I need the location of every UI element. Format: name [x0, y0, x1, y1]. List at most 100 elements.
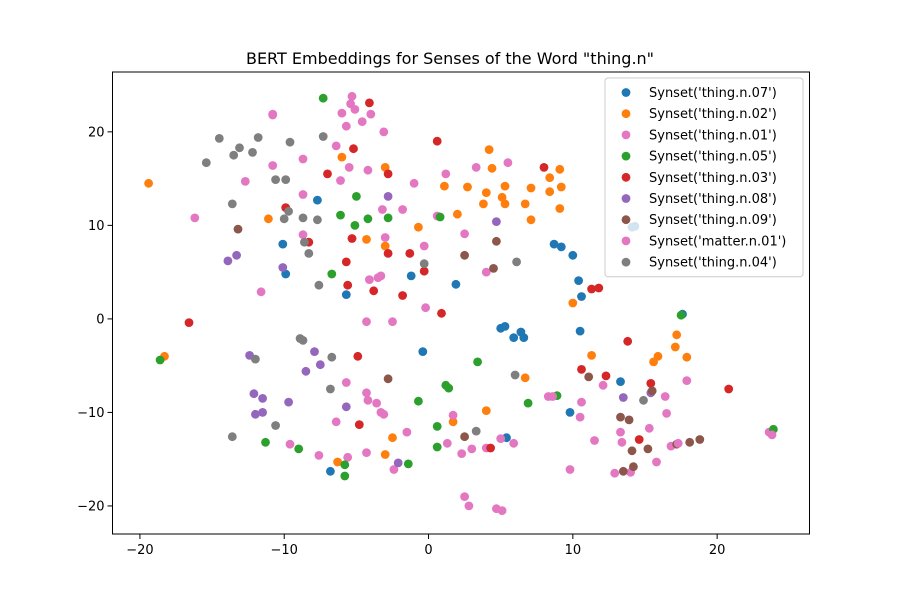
y-tick-label-4: 20: [88, 125, 105, 140]
legend-marker-1: [621, 109, 631, 119]
point-3-20: [523, 398, 533, 408]
point-3-9: [261, 437, 270, 447]
point-5-9: [301, 366, 311, 376]
point-2-8: [336, 176, 345, 185]
legend-marker-4: [621, 172, 631, 182]
point-0-16: [575, 326, 585, 336]
point-1-24: [555, 204, 565, 213]
point-6-1: [383, 374, 393, 384]
chart-title: BERT Embeddings for Senses of the Word "…: [246, 49, 654, 68]
point-4-13: [369, 286, 379, 296]
point-4-23: [601, 371, 611, 381]
point-4-12: [343, 280, 353, 290]
point-1-15: [497, 192, 507, 202]
point-1-3: [362, 235, 371, 244]
point-1-32: [520, 373, 530, 383]
series-1: [144, 145, 692, 467]
point-6-15: [685, 437, 695, 447]
point-3-22: [676, 310, 686, 320]
point-7-1: [376, 271, 386, 281]
point-2-9: [337, 108, 347, 118]
point-1-36: [380, 450, 390, 459]
point-8-10: [298, 213, 308, 223]
point-2-23: [460, 229, 469, 239]
point-2-20: [409, 178, 419, 188]
point-2-33: [362, 317, 371, 327]
point-2-19: [398, 205, 407, 214]
point-7-4: [673, 438, 683, 448]
point-3-11: [340, 460, 350, 470]
point-8-6: [318, 132, 328, 141]
point-8-0: [214, 134, 224, 143]
point-8-22: [327, 352, 337, 362]
point-2-35: [421, 303, 430, 313]
point-1-37: [388, 433, 397, 443]
point-8-12: [279, 214, 289, 224]
y-tick-label-2: 0: [96, 312, 104, 327]
point-0-18: [616, 377, 625, 386]
legend-label-6: Synset('thing.n.09'): [649, 213, 777, 228]
legend-marker-2: [621, 130, 631, 140]
point-1-0: [144, 178, 154, 188]
point-1-18: [526, 183, 536, 193]
point-2-36: [341, 378, 351, 387]
point-5-4: [249, 389, 259, 399]
point-2-17: [378, 205, 387, 214]
series-2: [190, 91, 774, 515]
point-1-31: [682, 352, 692, 362]
point-2-49: [442, 438, 452, 448]
point-3-5: [435, 212, 445, 222]
point-3-0: [318, 93, 328, 103]
series-4: [184, 98, 734, 453]
point-4-26: [646, 379, 656, 388]
point-4-11: [419, 266, 429, 276]
y-tick-label-3: 10: [88, 219, 105, 234]
point-1-33: [481, 406, 491, 415]
point-1-30: [672, 330, 682, 340]
point-8-5: [285, 137, 295, 147]
point-5-0: [223, 256, 233, 266]
legend-label-0: Synset('thing.n.07'): [649, 86, 777, 101]
point-4-28: [539, 163, 549, 172]
point-1-21: [545, 173, 555, 183]
point-2-4: [298, 154, 308, 164]
point-1-13: [487, 163, 497, 173]
series-6: [233, 224, 705, 476]
point-2-29: [365, 275, 374, 284]
axes-layer: −20 −10 0 10 20 −20 −10 0 10 20: [77, 125, 725, 558]
point-2-18: [380, 233, 390, 242]
point-6-2: [460, 250, 469, 260]
point-5-12: [341, 402, 351, 412]
point-0-21: [326, 466, 335, 476]
legend-box: [604, 77, 804, 278]
point-3-13: [403, 459, 413, 469]
point-0-13: [568, 250, 578, 260]
point-1-6: [414, 222, 423, 232]
point-8-29: [639, 395, 648, 405]
legend-marker-8: [621, 257, 631, 267]
point-0-4: [406, 271, 416, 281]
point-1-23: [555, 164, 565, 174]
point-2-63: [575, 412, 585, 422]
point-2-66: [610, 468, 620, 478]
point-1-16: [500, 199, 510, 209]
point-4-22: [594, 283, 604, 293]
point-2-7: [331, 141, 341, 151]
point-5-1: [232, 250, 242, 260]
point-8-7: [201, 158, 211, 168]
point-0-0: [313, 195, 322, 205]
point-0-10: [519, 333, 529, 342]
point-3-3: [363, 214, 373, 224]
point-1-10: [481, 188, 491, 198]
point-2-34: [388, 317, 397, 327]
point-1-19: [526, 215, 536, 225]
point-3-4: [383, 213, 393, 223]
point-2-16: [379, 127, 389, 137]
point-5-14: [393, 458, 403, 468]
x-tick-label-1: −10: [271, 543, 298, 558]
point-4-20: [577, 365, 586, 374]
point-2-68: [617, 437, 627, 447]
point-8-14: [304, 249, 314, 258]
point-5-5: [258, 394, 267, 403]
point-8-2: [235, 143, 244, 153]
